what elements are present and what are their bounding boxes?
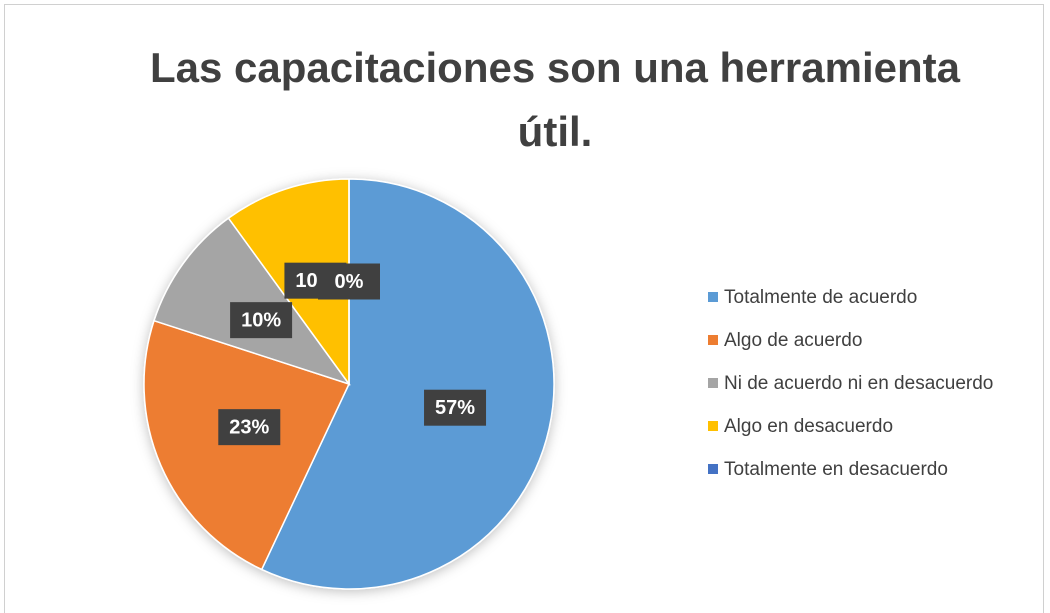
legend-swatch [708,292,718,302]
pie-slice [153,217,351,386]
chart-frame [4,4,1044,613]
legend-label: Algo de acuerdo [724,330,862,351]
pie [143,178,555,590]
data-label: 0% [335,271,364,293]
legend-swatch [708,335,718,345]
chart-title: Las capacitaciones son una herramienta ú… [150,44,960,155]
legend-label: Totalmente de acuerdo [724,287,917,308]
data-label-bg [318,263,380,300]
legend-swatch [708,464,718,474]
legend-label: Algo en desacuerdo [724,416,893,437]
legend-label: Totalmente en desacuerdo [724,459,948,480]
legend-swatch [708,421,718,431]
legend-label: Ni de acuerdo ni en desacuerdo [724,373,993,394]
pie-slice [260,178,555,590]
data-label-bg [424,389,487,426]
data-label: 23% [229,416,269,438]
data-label-bg [218,409,281,446]
legend-swatch [708,378,718,388]
data-label-bg [230,302,293,339]
data-label: 10% [241,309,281,331]
data-label: 57% [435,397,475,419]
